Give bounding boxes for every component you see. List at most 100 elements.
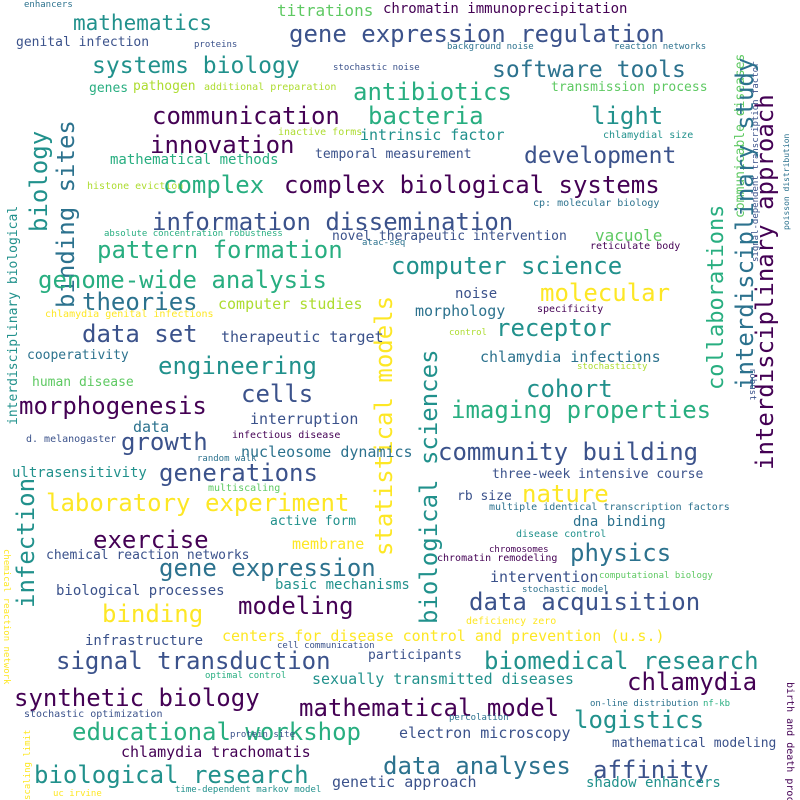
word-stochastic-optimization: stochastic optimization xyxy=(24,708,163,720)
word-software-tools: software tools xyxy=(492,57,686,84)
word-molecular: molecular xyxy=(540,279,671,308)
word-educational-workshop: educational workshop xyxy=(72,718,361,747)
word-nf-kb: nf-kb xyxy=(703,698,731,709)
word-community-building: community building xyxy=(438,438,699,467)
word-human-disease: human disease xyxy=(32,375,134,391)
word-reaction-networks: reaction networks xyxy=(614,41,707,52)
word-computer-science: computer science xyxy=(391,252,623,281)
word-chemical-reaction-network: chemical reaction network xyxy=(1,549,12,685)
word-biomedical-research: biomedical research xyxy=(484,647,759,676)
word-information-dissemination: information dissemination xyxy=(152,208,514,237)
word-data: data xyxy=(133,417,170,436)
word-chlamydial-size: chlamydial size xyxy=(603,129,694,141)
word-chemical-reaction-networks: chemical reaction networks xyxy=(46,548,250,564)
word-multiple-identical-transcription-factors: multiple identical transcription factors xyxy=(489,501,730,513)
word-data-analyses: data analyses xyxy=(383,752,571,781)
word-membrane: membrane xyxy=(292,534,365,553)
word-three-week-intensive-course: three-week intensive course xyxy=(492,467,704,483)
word-cooperativity: cooperativity xyxy=(27,348,129,364)
word-biological-research: biological research xyxy=(34,761,309,790)
word-intrinsic-factor: intrinsic factor xyxy=(360,125,505,144)
word-atac-seq: atac-seq xyxy=(362,237,406,248)
word-nature: nature xyxy=(522,480,609,509)
word-reticulate-body: reticulate body xyxy=(590,240,681,252)
word-chlamydia-infections: chlamydia infections xyxy=(480,347,661,366)
word-participants: participants xyxy=(368,648,462,664)
word-novel-therapeutic-intervention: novel therapeutic intervention xyxy=(332,229,567,245)
word-intervention: intervention xyxy=(490,567,599,586)
word-proteins: proteins xyxy=(194,39,238,50)
word-birth-and-death-processes: birth and death processes xyxy=(784,682,796,800)
word-random-walk: random walk xyxy=(197,453,257,464)
word-growth: growth xyxy=(121,428,208,457)
word-exercise: exercise xyxy=(93,526,209,555)
word-biological-sciences: biological sciences xyxy=(415,349,444,624)
word-stochastic-noise: stochastic noise xyxy=(333,62,420,73)
word-data-set: data set xyxy=(82,320,198,349)
word-chromatin-immunoprecipitation: chromatin immunoprecipitation xyxy=(383,0,628,17)
word-affinity: affinity xyxy=(593,756,709,785)
word-mathematical-methods: mathematical methods xyxy=(110,151,279,168)
word-basic-mechanisms: basic mechanisms xyxy=(275,576,410,593)
word-complex-biological-systems: complex biological systems xyxy=(284,171,660,200)
word-interruption: interruption xyxy=(250,409,359,428)
word-cell-communication: cell communication xyxy=(277,640,375,651)
word-genome-wide-analysis: genome-wide analysis xyxy=(38,266,327,295)
word-pattern-formation: pattern formation xyxy=(97,236,343,265)
word-chromatin-remodeling: chromatin remodeling xyxy=(437,552,558,564)
word-computational-biology: computational biology xyxy=(599,570,713,581)
word-ultrasensitivity: ultrasensitivity xyxy=(12,464,147,481)
word-cp-molecular-biology: cp: molecular biology xyxy=(533,197,660,209)
word-light: light xyxy=(591,102,664,131)
word-gene-expression: gene expression xyxy=(159,554,376,583)
word-systems-biology: systems biology xyxy=(92,53,300,80)
word-disease-control: disease control xyxy=(516,528,607,540)
word-mathematical-modeling: mathematical modeling xyxy=(612,736,777,752)
word-robust: robust xyxy=(747,368,758,401)
word-genes: genes xyxy=(89,81,129,97)
word-infectious-disease: infectious disease xyxy=(232,429,341,441)
word-on-line-distribution: on-line distribution xyxy=(590,698,699,709)
word-electron-microscopy: electron microscopy xyxy=(399,723,571,742)
word-computer-studies: computer studies xyxy=(218,294,363,313)
word-development: development xyxy=(524,143,677,170)
word-engineering: engineering xyxy=(158,352,317,381)
word-data-acquisition: data acquisition xyxy=(469,588,701,617)
word-chromosomes: chromosomes xyxy=(489,544,549,555)
word-innovation: innovation xyxy=(150,131,295,160)
word-communication: communication xyxy=(152,102,340,131)
word-poisson-distribution: poisson distribution xyxy=(782,133,792,230)
word-temporal-measurement: temporal measurement xyxy=(315,147,472,163)
word-inactive-forms: inactive forms xyxy=(278,126,363,138)
word-infection: infection xyxy=(12,477,41,608)
word-percolation: percolation xyxy=(449,712,509,723)
word-uc-irvine: uc irvine xyxy=(53,788,102,799)
word-chlamydia-trachomatis: chlamydia trachomatis xyxy=(121,742,311,761)
word-signal-transduction: signal transduction xyxy=(56,647,331,676)
word-complex: complex xyxy=(163,171,265,200)
word-pathogen: pathogen xyxy=(133,79,196,95)
word-background-noise: background noise xyxy=(447,41,534,52)
word-logistics: logistics xyxy=(574,706,705,735)
word-shadow-enhancers: shadow enhancers xyxy=(586,774,721,791)
word-cohort: cohort xyxy=(526,375,613,404)
word-morphology: morphology xyxy=(415,301,506,320)
word-optimal-control: optimal control xyxy=(205,670,287,681)
word-rb-size: rb size xyxy=(457,489,512,505)
word-stochastic-model: stochastic model xyxy=(522,584,609,595)
word-deficiency-zero: deficiency zero xyxy=(466,615,557,627)
word-dna-binding: dna binding xyxy=(573,513,666,530)
word-multiscaling: multiscaling xyxy=(208,482,281,494)
word-gene-expression-regulation: gene expression regulation xyxy=(289,20,665,49)
word-bacteria: bacteria xyxy=(368,102,484,131)
word-histone-eviction: histone eviction xyxy=(87,180,184,192)
word-collaborations: collaborations xyxy=(703,204,729,390)
word-cells: cells xyxy=(241,380,314,409)
word-vacuole: vacuole xyxy=(595,225,663,245)
word-imaging-properties: imaging properties xyxy=(451,396,712,425)
word-laboratory-experiment: laboratory experiment xyxy=(46,489,350,518)
word-enhancers: enhancers xyxy=(24,0,73,10)
word-specificity: specificity xyxy=(537,303,604,315)
word-time-dependent-markov-model: time-dependent markov model xyxy=(175,784,322,795)
